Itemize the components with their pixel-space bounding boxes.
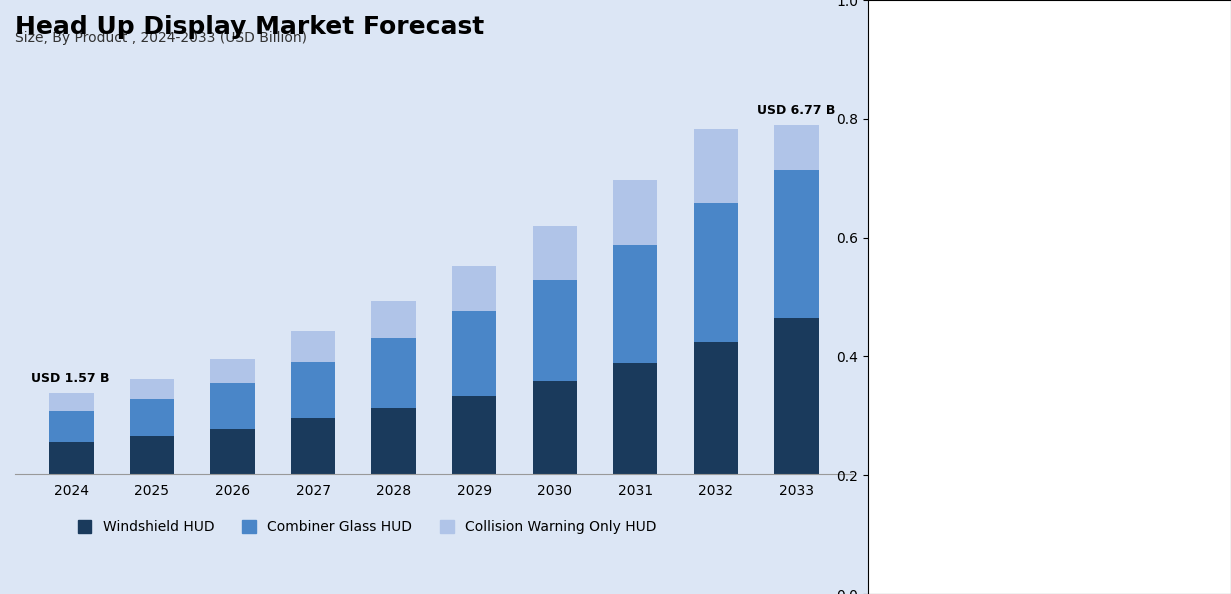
Bar [211, 383, 255, 429]
Bar [129, 378, 174, 399]
Text: USD 6.77 B: USD 6.77 B [757, 105, 836, 118]
Text: Head Up Display Market Forecast: Head Up Display Market Forecast [15, 15, 484, 39]
Bar [49, 442, 94, 474]
Bar [372, 339, 416, 408]
Bar [774, 318, 819, 474]
Bar [613, 363, 657, 474]
Bar [291, 418, 335, 474]
Bar [694, 129, 739, 204]
Legend: Windshield HUD, Combiner Glass HUD, Collision Warning Only HUD: Windshield HUD, Combiner Glass HUD, Coll… [70, 513, 664, 541]
Bar [774, 170, 819, 318]
Bar [613, 245, 657, 363]
Bar [291, 331, 335, 362]
Bar [129, 399, 174, 437]
Bar [372, 408, 416, 474]
Bar [452, 396, 496, 474]
Text: Size, By Product , 2024-2033 (USD Billion): Size, By Product , 2024-2033 (USD Billio… [15, 31, 307, 45]
Bar [533, 381, 577, 474]
Bar [49, 393, 94, 411]
Text: USD 1.57 B: USD 1.57 B [31, 372, 110, 386]
Bar [372, 301, 416, 339]
Bar [129, 437, 174, 474]
Bar [613, 180, 657, 245]
Bar [211, 359, 255, 383]
Bar [533, 280, 577, 381]
Bar [774, 125, 819, 170]
Bar [49, 411, 94, 442]
Bar [291, 362, 335, 418]
Bar [533, 226, 577, 280]
Bar [694, 342, 739, 474]
Bar [452, 266, 496, 311]
Bar [452, 311, 496, 396]
Bar [211, 429, 255, 474]
Bar [694, 204, 739, 342]
